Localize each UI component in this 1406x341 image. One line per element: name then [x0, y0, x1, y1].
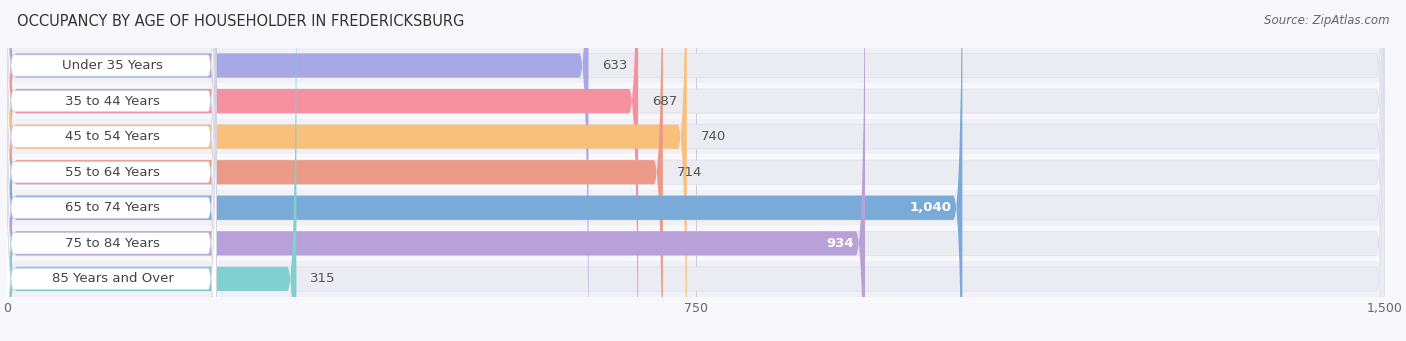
- FancyBboxPatch shape: [7, 0, 1385, 341]
- FancyBboxPatch shape: [7, 0, 1385, 341]
- Text: 934: 934: [827, 237, 853, 250]
- FancyBboxPatch shape: [7, 0, 638, 341]
- Bar: [7, 154, 1385, 190]
- FancyBboxPatch shape: [6, 0, 217, 341]
- FancyBboxPatch shape: [6, 0, 217, 341]
- Bar: [7, 119, 1385, 154]
- Bar: [7, 261, 1385, 297]
- Text: 714: 714: [676, 166, 702, 179]
- FancyBboxPatch shape: [7, 0, 1385, 341]
- FancyBboxPatch shape: [6, 0, 217, 341]
- FancyBboxPatch shape: [7, 0, 1385, 341]
- Bar: [7, 48, 1385, 83]
- FancyBboxPatch shape: [7, 0, 1385, 341]
- FancyBboxPatch shape: [7, 0, 297, 341]
- FancyBboxPatch shape: [7, 0, 1385, 341]
- FancyBboxPatch shape: [7, 0, 662, 341]
- Text: 740: 740: [700, 130, 725, 143]
- FancyBboxPatch shape: [7, 0, 865, 341]
- Text: 75 to 84 Years: 75 to 84 Years: [65, 237, 160, 250]
- Text: 45 to 54 Years: 45 to 54 Years: [65, 130, 160, 143]
- FancyBboxPatch shape: [6, 0, 217, 341]
- FancyBboxPatch shape: [6, 0, 217, 341]
- FancyBboxPatch shape: [7, 0, 962, 341]
- FancyBboxPatch shape: [6, 0, 217, 341]
- Text: 315: 315: [311, 272, 336, 285]
- Text: 65 to 74 Years: 65 to 74 Years: [65, 201, 160, 214]
- Text: 687: 687: [652, 94, 678, 107]
- Text: 633: 633: [602, 59, 627, 72]
- FancyBboxPatch shape: [6, 0, 217, 341]
- Text: Under 35 Years: Under 35 Years: [62, 59, 163, 72]
- FancyBboxPatch shape: [7, 0, 686, 341]
- Bar: [7, 83, 1385, 119]
- Bar: [7, 190, 1385, 225]
- Text: 35 to 44 Years: 35 to 44 Years: [65, 94, 160, 107]
- Text: Source: ZipAtlas.com: Source: ZipAtlas.com: [1264, 14, 1389, 27]
- Text: OCCUPANCY BY AGE OF HOUSEHOLDER IN FREDERICKSBURG: OCCUPANCY BY AGE OF HOUSEHOLDER IN FREDE…: [17, 14, 464, 29]
- FancyBboxPatch shape: [7, 0, 1385, 341]
- Bar: [7, 225, 1385, 261]
- Text: 1,040: 1,040: [910, 201, 952, 214]
- Text: 55 to 64 Years: 55 to 64 Years: [65, 166, 160, 179]
- Text: 85 Years and Over: 85 Years and Over: [52, 272, 173, 285]
- FancyBboxPatch shape: [7, 0, 589, 341]
